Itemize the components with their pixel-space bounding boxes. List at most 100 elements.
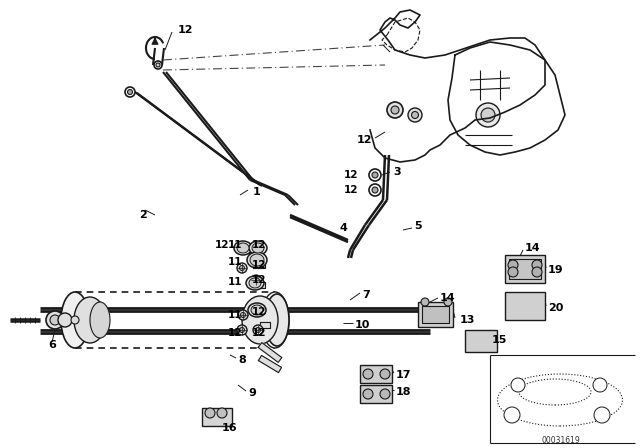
Text: 8: 8	[238, 355, 246, 365]
Ellipse shape	[234, 241, 252, 255]
Ellipse shape	[261, 292, 289, 348]
Text: 20: 20	[548, 303, 563, 313]
Text: 15: 15	[492, 335, 508, 345]
Text: 12: 12	[252, 307, 266, 317]
Ellipse shape	[74, 297, 106, 343]
Circle shape	[508, 260, 518, 270]
Circle shape	[511, 378, 525, 392]
Bar	[465, 330, 497, 352]
Text: 12: 12	[252, 328, 266, 338]
Circle shape	[444, 298, 452, 306]
Polygon shape	[253, 262, 265, 268]
Bar	[360, 385, 392, 403]
Ellipse shape	[247, 252, 267, 268]
Text: 11: 11	[228, 277, 243, 287]
Text: 9: 9	[248, 388, 256, 398]
Text: 1: 1	[253, 187, 260, 197]
Circle shape	[380, 369, 390, 379]
Text: 14: 14	[440, 293, 456, 303]
Bar	[505, 255, 545, 283]
Circle shape	[391, 106, 399, 114]
Circle shape	[253, 277, 259, 283]
Circle shape	[255, 327, 260, 332]
Circle shape	[237, 325, 247, 335]
Circle shape	[387, 102, 403, 118]
Text: 7: 7	[362, 290, 370, 300]
Circle shape	[412, 112, 419, 119]
Text: 5: 5	[414, 221, 422, 231]
Ellipse shape	[252, 243, 264, 253]
Polygon shape	[243, 247, 255, 253]
Circle shape	[594, 407, 610, 423]
Circle shape	[251, 275, 261, 285]
Circle shape	[127, 90, 132, 95]
Polygon shape	[259, 355, 282, 373]
Text: 16: 16	[222, 423, 237, 433]
Text: 13: 13	[460, 315, 476, 325]
Bar	[505, 292, 545, 320]
Ellipse shape	[246, 276, 264, 290]
Circle shape	[372, 172, 378, 178]
Ellipse shape	[237, 243, 249, 253]
Polygon shape	[253, 307, 265, 313]
Text: 12: 12	[356, 135, 372, 145]
Circle shape	[593, 378, 607, 392]
Circle shape	[253, 325, 263, 335]
Circle shape	[239, 266, 244, 271]
Circle shape	[380, 389, 390, 399]
Circle shape	[217, 408, 227, 418]
Text: 11: 11	[228, 240, 243, 250]
Text: 12: 12	[344, 185, 358, 195]
Ellipse shape	[248, 303, 266, 317]
Text: 00031619: 00031619	[541, 435, 580, 444]
Text: 14: 14	[525, 243, 541, 253]
Text: 12: 12	[252, 260, 266, 270]
Text: 19: 19	[548, 265, 564, 275]
Circle shape	[504, 407, 520, 423]
Circle shape	[369, 169, 381, 181]
Circle shape	[369, 184, 381, 196]
Circle shape	[476, 103, 500, 127]
Circle shape	[239, 327, 244, 332]
Bar	[202, 408, 232, 426]
Circle shape	[363, 389, 373, 399]
Circle shape	[238, 310, 248, 320]
Text: 10: 10	[355, 320, 371, 330]
Text: 12: 12	[215, 240, 230, 250]
Text: 12: 12	[228, 328, 243, 338]
Bar	[418, 302, 453, 327]
Text: 2: 2	[140, 210, 147, 220]
Circle shape	[241, 313, 246, 318]
Circle shape	[532, 267, 542, 277]
Circle shape	[71, 316, 79, 324]
Ellipse shape	[251, 305, 263, 315]
Text: 6: 6	[48, 340, 56, 350]
Text: 12: 12	[178, 25, 193, 35]
Ellipse shape	[61, 292, 89, 348]
Bar	[360, 365, 392, 383]
Circle shape	[421, 298, 429, 306]
Text: 12: 12	[252, 275, 266, 285]
Ellipse shape	[90, 302, 110, 338]
Ellipse shape	[519, 379, 591, 405]
Circle shape	[237, 263, 247, 273]
Ellipse shape	[242, 296, 278, 344]
Circle shape	[205, 408, 215, 418]
Text: 3: 3	[393, 167, 401, 177]
Polygon shape	[258, 343, 282, 362]
Ellipse shape	[265, 294, 289, 346]
Text: 4: 4	[340, 223, 348, 233]
Text: 11: 11	[228, 257, 243, 267]
Circle shape	[508, 267, 518, 277]
Ellipse shape	[249, 241, 267, 255]
Circle shape	[154, 61, 162, 69]
Text: 11: 11	[228, 310, 243, 320]
Text: 12: 12	[344, 170, 358, 180]
Circle shape	[532, 260, 542, 270]
Circle shape	[50, 315, 60, 325]
Text: 12: 12	[252, 240, 266, 250]
Text: 17: 17	[396, 370, 412, 380]
Ellipse shape	[497, 374, 623, 426]
Circle shape	[408, 108, 422, 122]
Ellipse shape	[249, 278, 261, 288]
